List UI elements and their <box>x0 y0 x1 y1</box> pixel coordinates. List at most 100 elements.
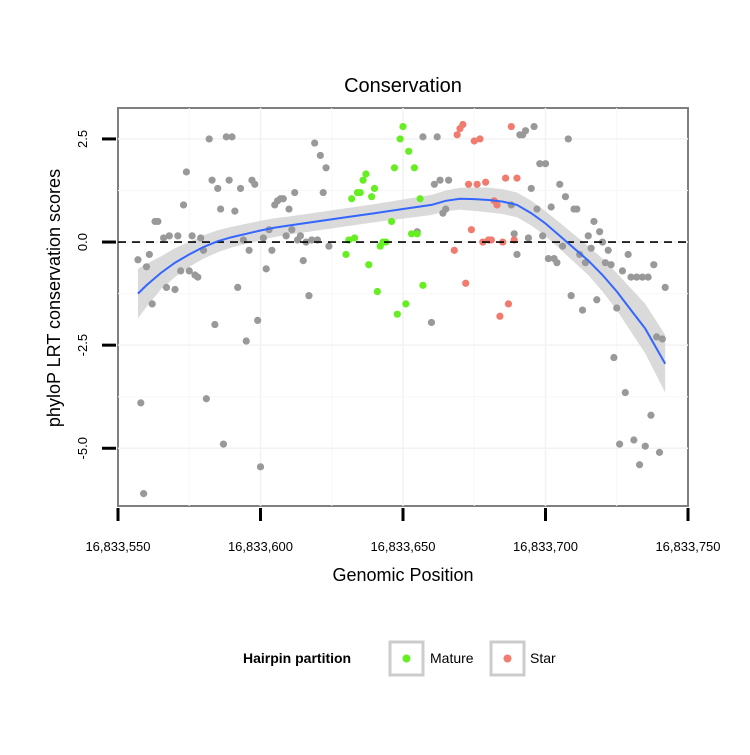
data-point-other <box>445 176 453 184</box>
data-point-other <box>251 180 259 188</box>
data-point-other <box>553 259 561 267</box>
data-point-star <box>493 201 501 209</box>
data-point-other <box>590 217 598 226</box>
data-point-other <box>513 250 521 259</box>
data-point-other <box>559 242 567 250</box>
data-point-mature <box>388 217 396 226</box>
data-point-other <box>604 246 612 254</box>
data-point-other <box>316 151 324 160</box>
data-point-other <box>630 436 638 444</box>
data-point-other <box>137 399 145 407</box>
data-point-other <box>162 283 171 292</box>
data-point-mature <box>350 234 359 242</box>
data-point-other <box>282 232 290 240</box>
data-point-other <box>510 230 518 238</box>
data-point-other <box>521 127 530 135</box>
data-point-other <box>154 217 162 226</box>
data-point-other <box>436 176 444 184</box>
data-point-other <box>442 205 450 213</box>
data-point-star <box>513 174 521 182</box>
data-point-other <box>638 273 647 281</box>
data-point-other <box>427 318 436 327</box>
data-point-other <box>547 203 555 211</box>
data-point-other <box>527 184 535 193</box>
data-point-star <box>496 312 504 320</box>
data-point-other <box>647 411 655 419</box>
data-point-other <box>616 440 624 448</box>
data-point-other <box>305 292 313 300</box>
data-point-other <box>202 395 210 403</box>
data-point-other <box>228 133 236 141</box>
data-point-mature <box>373 287 381 296</box>
y-tick-label: -5.0 <box>75 437 90 459</box>
x-axis: 16,833,550 16,833,600 16,833,650 16,833,700… <box>85 508 721 554</box>
data-point-other <box>188 232 196 240</box>
data-point-other <box>325 242 333 250</box>
data-point-other <box>194 273 202 281</box>
data-point-other <box>561 193 570 201</box>
data-point-other <box>598 238 607 246</box>
data-point-other <box>165 232 173 240</box>
data-point-other <box>262 265 270 273</box>
data-point-star <box>502 174 510 182</box>
data-point-other <box>618 267 627 275</box>
data-point-other <box>219 440 228 448</box>
data-point-star <box>450 246 458 254</box>
data-point-other <box>613 304 621 312</box>
legend-swatch-star <box>503 654 512 663</box>
data-point-mature <box>342 250 350 259</box>
data-point-other <box>225 176 233 184</box>
data-point-other <box>624 250 632 259</box>
data-point-mature <box>359 176 367 184</box>
data-point-star <box>504 300 513 308</box>
data-point-other <box>231 207 239 215</box>
data-point-other <box>433 133 441 141</box>
data-point-other <box>185 267 193 275</box>
data-point-mature <box>370 184 379 193</box>
data-point-other <box>633 273 641 281</box>
y-axis-label: phyloP LRT conservation scores <box>44 169 64 427</box>
data-point-other <box>279 195 287 203</box>
y-axis: 2.5 0.0 -2.5 -5.0 <box>75 130 116 459</box>
data-point-other <box>530 122 538 131</box>
data-point-other <box>179 201 188 209</box>
data-point-other <box>596 228 604 236</box>
x-tick-label: 16,833,600 <box>228 539 293 554</box>
legend-label-star: Star <box>530 650 556 666</box>
data-point-other <box>541 160 550 168</box>
data-point-other <box>148 300 156 308</box>
data-point-star <box>476 135 484 143</box>
data-point-other <box>653 333 661 341</box>
x-tick-label: 16,833,550 <box>85 539 150 554</box>
data-point-star <box>473 180 481 188</box>
data-point-other <box>564 135 572 143</box>
data-point-other <box>627 273 635 281</box>
data-point-other <box>291 188 299 197</box>
x-axis-label: Genomic Position <box>332 565 473 585</box>
data-point-mature <box>365 261 373 269</box>
data-point-other <box>658 335 666 343</box>
data-point-other <box>145 250 153 259</box>
data-point-other <box>256 463 265 471</box>
data-point-star <box>453 131 461 139</box>
data-point-other <box>205 135 213 143</box>
data-point-other <box>177 267 185 275</box>
data-point-mature <box>393 310 401 318</box>
data-point-mature <box>362 170 370 178</box>
data-point-other <box>288 226 296 234</box>
data-point-other <box>655 448 664 456</box>
data-point-mature <box>368 193 376 201</box>
data-point-star <box>459 120 467 129</box>
legend-label-mature: Mature <box>430 650 474 666</box>
data-point-star <box>507 122 515 131</box>
data-point-other <box>578 306 587 314</box>
data-point-other <box>536 160 544 168</box>
data-point-other <box>544 254 552 263</box>
data-point-other <box>644 273 652 281</box>
data-point-other <box>254 316 262 325</box>
y-tick-label: 2.5 <box>75 130 90 148</box>
chart-title: Conservation <box>344 75 462 97</box>
data-point-other <box>661 283 669 292</box>
data-point-other <box>308 236 316 244</box>
